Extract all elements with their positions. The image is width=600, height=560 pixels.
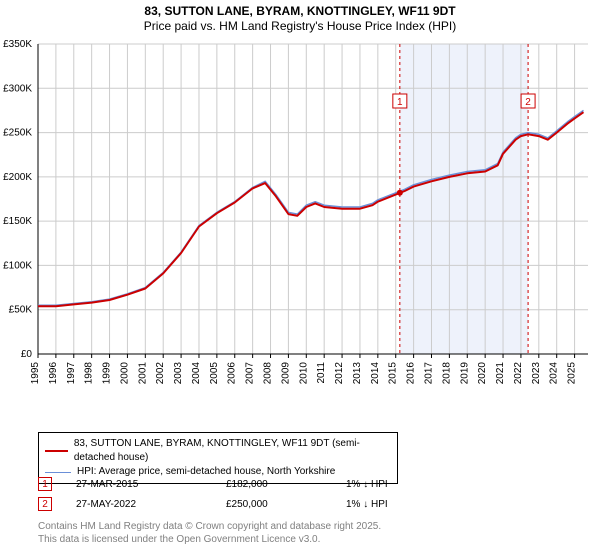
svg-text:2001: 2001 [137,362,148,385]
marker-price: £182,000 [226,479,346,490]
svg-text:2025: 2025 [567,362,578,385]
svg-text:2022: 2022 [513,362,524,385]
marker-row-2: 2 27-MAY-2022 £250,000 1% ↓ HPI [38,494,466,514]
title-line2: Price paid vs. HM Land Registry's House … [0,19,600,34]
marker-price: £250,000 [226,499,346,510]
svg-text:£200K: £200K [3,172,32,183]
svg-text:£250K: £250K [3,128,32,139]
svg-text:2011: 2011 [316,362,327,384]
title-line1: 83, SUTTON LANE, BYRAM, KNOTTINGLEY, WF1… [0,4,600,19]
svg-text:2020: 2020 [477,362,488,385]
svg-text:2023: 2023 [531,362,542,385]
svg-text:2013: 2013 [352,362,363,385]
svg-text:1998: 1998 [84,362,95,385]
legend-label: 83, SUTTON LANE, BYRAM, KNOTTINGLEY, WF1… [74,437,391,465]
svg-text:2005: 2005 [209,362,220,385]
marker-delta: 1% ↓ HPI [346,499,466,510]
marker-delta: 1% ↓ HPI [346,479,466,490]
svg-text:2015: 2015 [388,362,399,385]
svg-text:2024: 2024 [549,362,560,385]
svg-text:£300K: £300K [3,83,32,94]
svg-text:2021: 2021 [495,362,506,385]
svg-text:2004: 2004 [191,362,202,385]
svg-text:2002: 2002 [155,362,166,385]
markers-table: 1 27-MAR-2015 £182,000 1% ↓ HPI 2 27-MAY… [38,474,466,514]
legend-swatch [45,450,68,452]
legend-item-price-paid: 83, SUTTON LANE, BYRAM, KNOTTINGLEY, WF1… [45,437,391,465]
svg-text:1996: 1996 [48,362,59,385]
svg-text:£100K: £100K [3,260,32,271]
svg-text:2000: 2000 [119,362,130,385]
price-chart: £0£50K£100K£150K£200K£250K£300K£350K1995… [38,40,594,400]
svg-text:2016: 2016 [406,362,417,385]
marker-row-1: 1 27-MAR-2015 £182,000 1% ↓ HPI [38,474,466,494]
svg-text:1997: 1997 [66,362,77,385]
chart-container: 83, SUTTON LANE, BYRAM, KNOTTINGLEY, WF1… [0,0,600,560]
svg-text:2017: 2017 [423,362,434,385]
marker-badge: 1 [38,477,52,491]
svg-text:2003: 2003 [173,362,184,385]
svg-text:£50K: £50K [9,305,33,316]
svg-text:£350K: £350K [3,39,32,50]
svg-text:£0: £0 [21,349,33,360]
footer-line1: Contains HM Land Registry data © Crown c… [38,520,381,533]
svg-text:2007: 2007 [245,362,256,385]
footer-line2: This data is licensed under the Open Gov… [38,533,381,546]
marker-date: 27-MAY-2022 [76,499,226,510]
marker-badge: 2 [38,497,52,511]
svg-text:2008: 2008 [263,362,274,385]
svg-text:2019: 2019 [459,362,470,385]
footer: Contains HM Land Registry data © Crown c… [38,520,381,546]
svg-text:1995: 1995 [30,362,41,385]
svg-text:2: 2 [525,97,531,108]
legend-swatch [45,472,71,473]
title-block: 83, SUTTON LANE, BYRAM, KNOTTINGLEY, WF1… [0,0,600,34]
svg-text:2006: 2006 [227,362,238,385]
svg-text:2014: 2014 [370,362,381,385]
svg-text:2012: 2012 [334,362,345,385]
svg-text:£150K: £150K [3,216,32,227]
marker-date: 27-MAR-2015 [76,479,226,490]
svg-text:2018: 2018 [441,362,452,385]
svg-text:1: 1 [397,97,403,108]
svg-text:2010: 2010 [298,362,309,385]
svg-text:1999: 1999 [102,362,113,385]
svg-text:2009: 2009 [280,362,291,385]
